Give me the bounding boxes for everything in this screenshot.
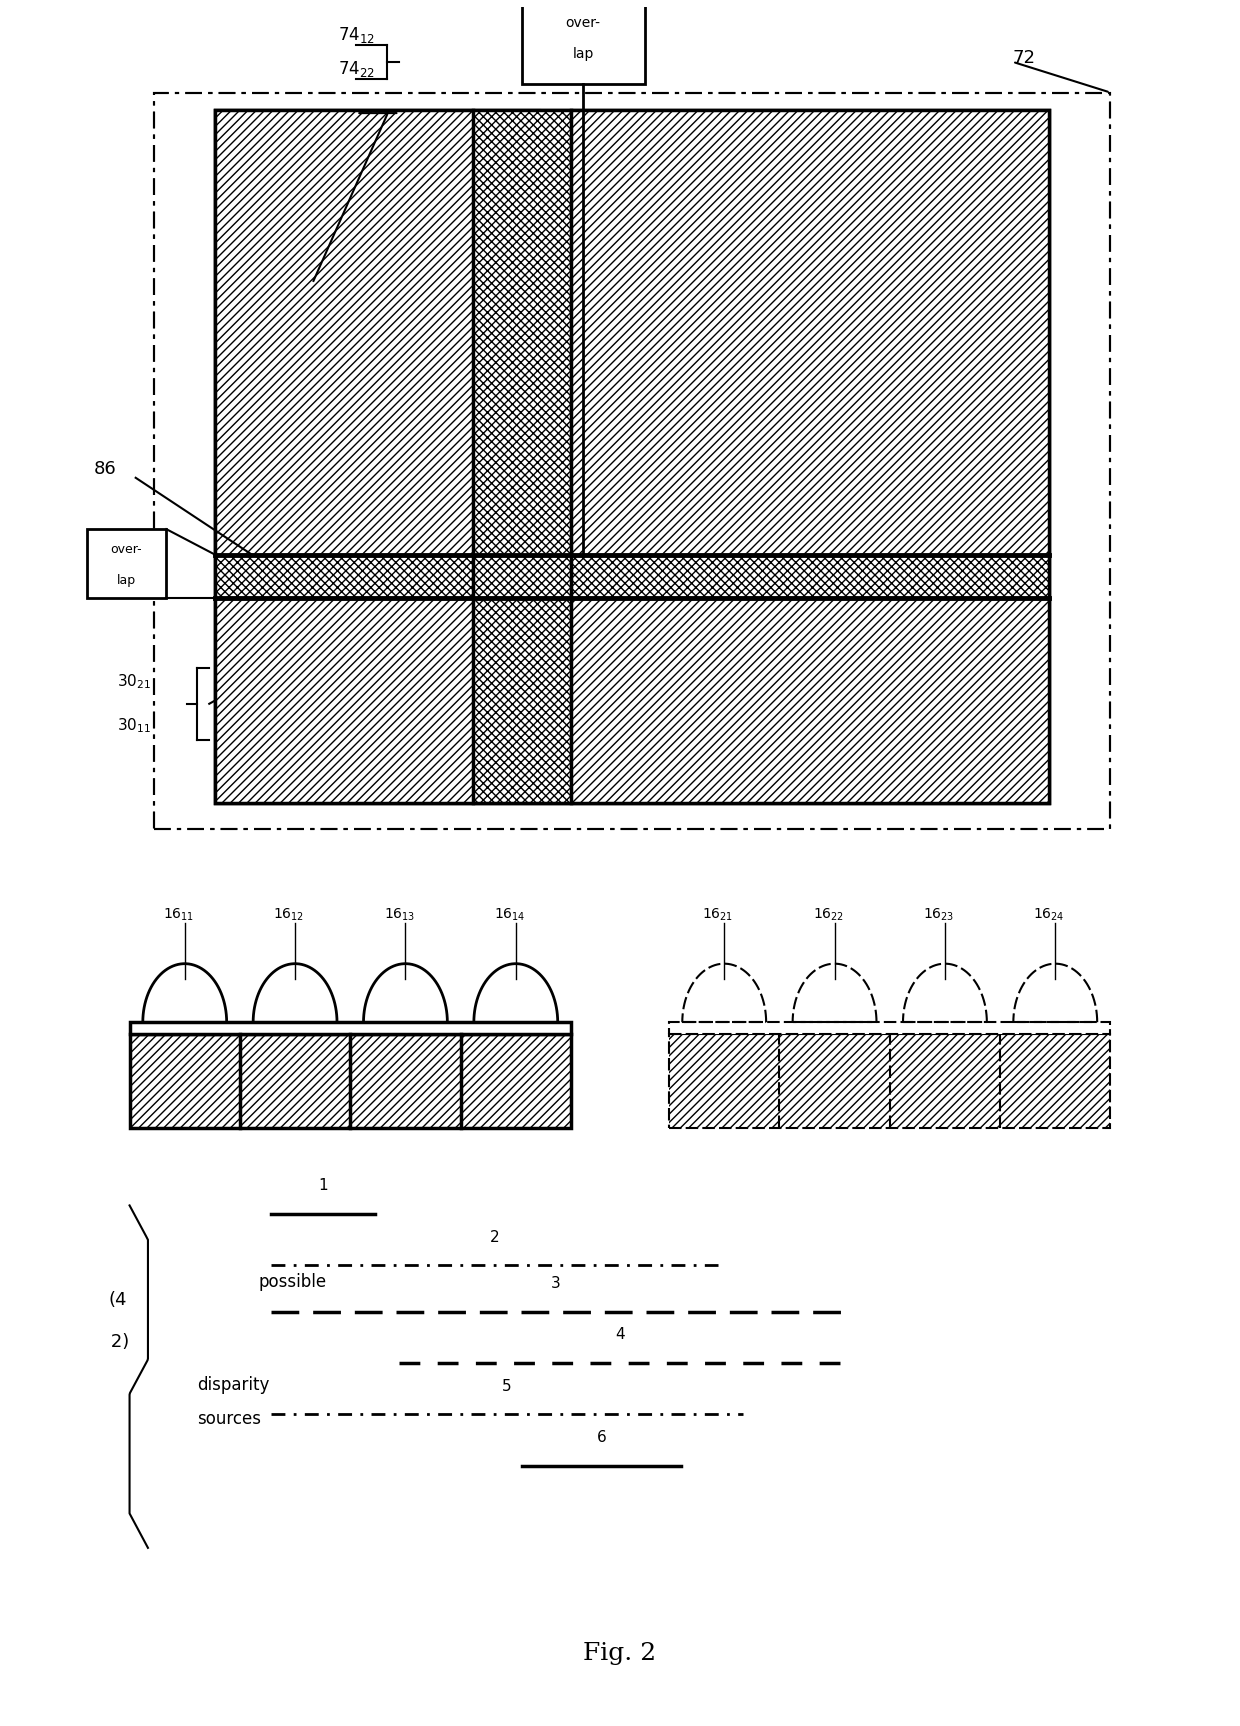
Text: $30_{21}$: $30_{21}$ — [118, 671, 151, 690]
Text: 86: 86 — [94, 461, 117, 478]
Bar — [570, 110, 1049, 554]
Text: 2: 2 — [490, 1231, 500, 1244]
Text: $16_{14}$: $16_{14}$ — [494, 906, 526, 923]
Bar — [129, 1022, 570, 1034]
Text: 5: 5 — [502, 1379, 511, 1395]
Bar — [472, 110, 570, 554]
Text: lap: lap — [573, 47, 594, 60]
Text: $16_{22}$: $16_{22}$ — [813, 906, 844, 923]
Bar — [472, 597, 570, 803]
Bar — [670, 1034, 1111, 1129]
Text: $16_{11}$: $16_{11}$ — [162, 906, 195, 923]
Bar — [154, 93, 1111, 828]
Text: $16_{24}$: $16_{24}$ — [1033, 906, 1065, 923]
Bar — [216, 554, 472, 597]
Text: $16_{21}$: $16_{21}$ — [703, 906, 734, 923]
Text: 2): 2) — [105, 1334, 129, 1351]
Text: Fig. 2: Fig. 2 — [584, 1643, 656, 1666]
Bar — [129, 1034, 570, 1129]
Bar — [472, 554, 570, 597]
Text: $16_{12}$: $16_{12}$ — [273, 906, 305, 923]
Bar — [216, 597, 472, 803]
Text: 1: 1 — [317, 1179, 327, 1193]
Bar — [87, 530, 166, 597]
Text: $30_{11}$: $30_{11}$ — [118, 716, 151, 735]
Text: 6: 6 — [596, 1431, 606, 1445]
Text: 3: 3 — [551, 1276, 560, 1291]
Text: $16_{23}$: $16_{23}$ — [923, 906, 955, 923]
Text: 72: 72 — [1012, 50, 1035, 67]
Text: $16_{13}$: $16_{13}$ — [383, 906, 415, 923]
Text: over-: over- — [110, 544, 143, 556]
Text: lap: lap — [117, 575, 136, 587]
Text: over-: over- — [565, 16, 600, 31]
Text: (4: (4 — [108, 1291, 126, 1308]
Bar — [570, 554, 1049, 597]
Bar — [216, 110, 472, 554]
Text: disparity: disparity — [197, 1376, 269, 1395]
Bar — [570, 597, 1049, 803]
Bar — [522, 0, 645, 85]
Text: $74_{12}$: $74_{12}$ — [337, 24, 374, 45]
Text: possible: possible — [258, 1274, 326, 1291]
Text: sources: sources — [197, 1410, 260, 1429]
Text: $74_{22}$: $74_{22}$ — [337, 59, 374, 79]
Text: 4: 4 — [615, 1327, 625, 1343]
Bar — [216, 110, 1049, 803]
Bar — [216, 110, 541, 554]
Bar — [216, 110, 1049, 803]
Bar — [154, 93, 1111, 828]
Bar — [670, 1022, 1111, 1034]
